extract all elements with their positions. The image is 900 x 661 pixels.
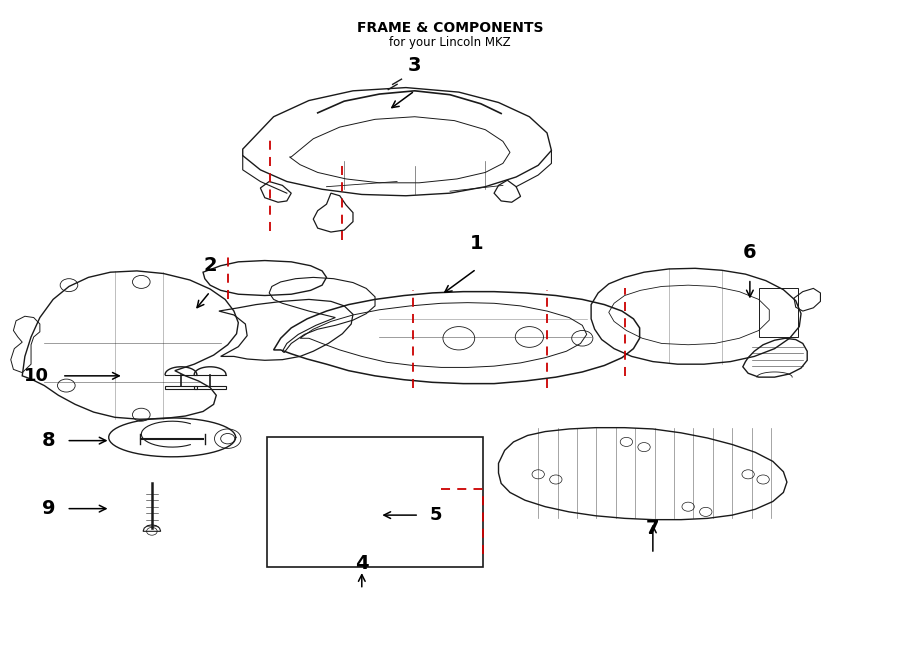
Text: 9: 9: [42, 499, 56, 518]
Text: 6: 6: [743, 243, 757, 262]
Text: 7: 7: [646, 519, 660, 538]
Text: 4: 4: [355, 555, 369, 573]
Text: 10: 10: [23, 367, 49, 385]
Text: 3: 3: [408, 56, 421, 75]
Text: 2: 2: [203, 256, 217, 276]
Text: 8: 8: [42, 431, 56, 450]
Text: for your Lincoln MKZ: for your Lincoln MKZ: [389, 36, 511, 49]
Text: 1: 1: [470, 234, 483, 253]
FancyBboxPatch shape: [266, 438, 482, 567]
Text: 5: 5: [429, 506, 442, 524]
Text: FRAME & COMPONENTS: FRAME & COMPONENTS: [356, 21, 544, 35]
